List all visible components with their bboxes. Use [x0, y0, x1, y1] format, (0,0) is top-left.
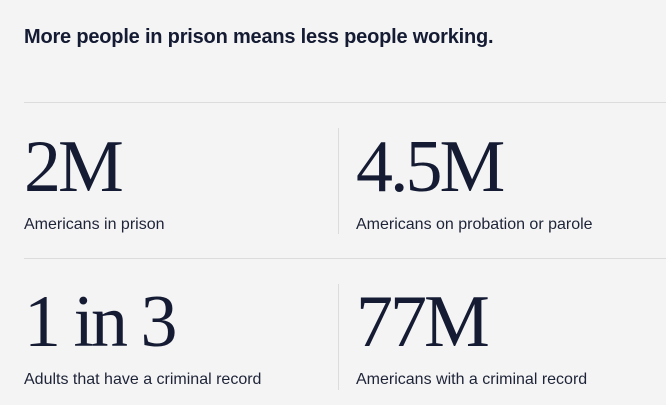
stat: 1 in 3 Adults that have a criminal recor…: [24, 285, 261, 389]
stat-label: Americans with a criminal record: [356, 371, 588, 388]
stat: 4.5M Americans on probation or parole: [356, 130, 593, 234]
divider: [24, 102, 666, 103]
title: More people in prison means less people …: [24, 26, 494, 48]
stat-value: 2M: [24, 126, 124, 208]
stat-value: 4.5M: [356, 126, 505, 208]
stat: 77M Americans with a criminal record: [356, 285, 587, 389]
stat-label: Americans in prison: [24, 216, 165, 233]
divider: [338, 284, 339, 390]
stat-label: Adults that have a criminal record: [24, 371, 262, 388]
stat-label: Americans on probation or parole: [356, 216, 593, 233]
stat: 2M Americans in prison: [24, 130, 165, 234]
stat-value: 1 in 3: [24, 281, 178, 363]
divider: [338, 128, 339, 234]
divider: [24, 258, 666, 259]
stat-value: 77M: [356, 281, 490, 363]
